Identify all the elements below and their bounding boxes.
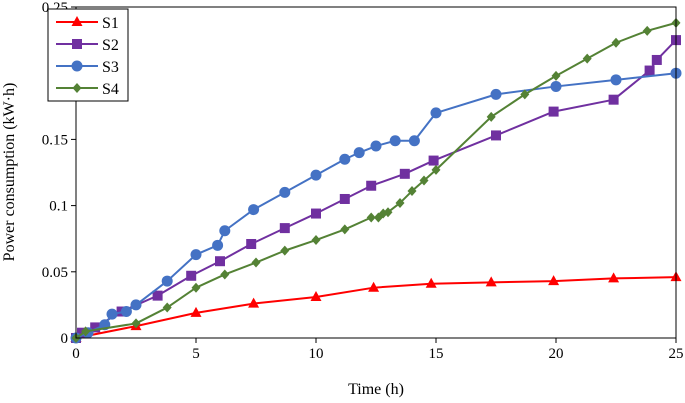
x-tick-label: 0 — [72, 346, 80, 362]
data-point — [582, 53, 592, 64]
series-s3 — [70, 67, 682, 344]
data-point — [246, 238, 257, 249]
data-point — [339, 193, 350, 204]
data-point — [490, 88, 502, 100]
data-point — [212, 239, 224, 251]
data-point — [353, 147, 365, 159]
data-point — [407, 186, 417, 197]
data-point — [611, 37, 621, 48]
data-point — [161, 275, 173, 287]
series-s2 — [71, 35, 681, 343]
x-tick-label: 20 — [549, 346, 564, 362]
legend-label: S1 — [102, 15, 119, 32]
data-point — [340, 224, 350, 235]
plot-frame — [75, 6, 677, 339]
data-point — [190, 306, 202, 317]
data-point — [152, 290, 163, 301]
x-tick-label: 25 — [669, 346, 684, 362]
data-point — [251, 257, 261, 268]
data-point — [81, 326, 91, 337]
data-point — [90, 322, 101, 333]
data-point — [310, 290, 322, 301]
data-point — [491, 130, 501, 141]
data-point — [395, 197, 405, 208]
data-point — [548, 106, 559, 117]
data-point — [425, 277, 437, 288]
data-point — [279, 186, 291, 198]
data-point — [430, 107, 442, 119]
data-point — [431, 164, 441, 175]
y-tick-label: 0.1 — [49, 199, 68, 215]
data-point — [131, 318, 141, 329]
data-point — [106, 308, 118, 320]
data-point — [366, 212, 376, 223]
data-point — [368, 281, 380, 292]
x-tick-label: 10 — [309, 346, 324, 362]
legend-marker — [71, 16, 83, 26]
data-point — [220, 269, 230, 280]
x-axis-label: Time (h) — [348, 381, 404, 398]
data-point — [215, 256, 225, 267]
series-s4 — [71, 17, 681, 343]
legend-marker — [72, 39, 82, 49]
data-point — [408, 135, 420, 147]
data-point — [428, 155, 439, 166]
data-point — [644, 65, 655, 76]
data-point — [120, 306, 132, 318]
data-point — [311, 235, 321, 246]
legend-marker — [72, 83, 82, 93]
data-point — [486, 111, 496, 122]
y-tick-label: 0.15 — [42, 132, 68, 148]
data-point — [162, 302, 172, 313]
x-tick-label: 15 — [429, 346, 444, 362]
series-line — [75, 72, 677, 339]
data-point — [642, 25, 652, 36]
data-point — [190, 249, 202, 261]
data-point — [610, 74, 622, 86]
data-point — [389, 135, 401, 147]
data-point — [399, 168, 410, 179]
y-tick-label: 0.05 — [42, 265, 68, 281]
x-tick-label: 5 — [192, 346, 200, 362]
legend-label: S3 — [102, 59, 119, 76]
y-tick-label: 0 — [61, 331, 69, 347]
data-point — [548, 275, 560, 286]
data-point — [370, 140, 382, 152]
data-point — [608, 94, 619, 105]
data-point — [279, 223, 290, 234]
data-point — [366, 180, 377, 191]
data-point — [311, 208, 321, 219]
data-point — [419, 175, 429, 186]
legend-marker — [71, 60, 83, 72]
data-point — [186, 270, 197, 281]
legend-box — [47, 8, 129, 102]
legend: S1 S2 S3 S4 — [47, 8, 129, 102]
legend-label: S4 — [102, 81, 119, 98]
data-point — [651, 54, 662, 65]
data-point — [219, 225, 231, 237]
data-point — [485, 276, 497, 287]
y-axis-label: Power consumption (kW·h) — [1, 83, 18, 262]
data-point — [310, 169, 322, 181]
data-point — [551, 70, 561, 81]
data-point — [280, 245, 290, 256]
data-point — [191, 282, 201, 293]
data-point — [608, 272, 620, 283]
data-point — [383, 207, 393, 218]
data-point — [339, 153, 351, 165]
data-point — [550, 80, 562, 92]
legend-label: S2 — [102, 37, 119, 54]
data-point — [248, 297, 260, 308]
data-point — [130, 299, 142, 311]
data-point — [520, 89, 530, 100]
data-point — [248, 204, 260, 216]
